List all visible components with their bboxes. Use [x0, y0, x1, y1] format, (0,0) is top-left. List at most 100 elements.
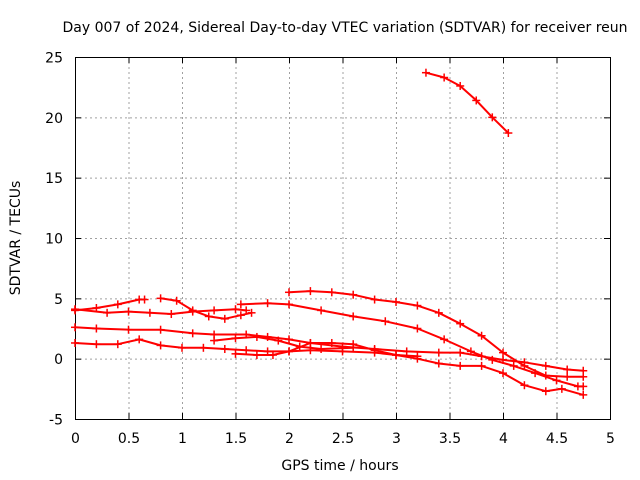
series-line: [74, 308, 248, 315]
y-tick-label: -5: [49, 413, 63, 429]
series-arc-4: [156, 294, 256, 323]
x-tick-labels: 0 0.5 1 1.5 2 2.5 3 3.5 4 4.5 5: [71, 431, 615, 447]
data-point: [317, 306, 326, 315]
y-axis-label: SDTVAR / TECUs: [8, 181, 24, 296]
y-tick-label: 15: [45, 171, 63, 187]
x-tick-label: 4.5: [546, 431, 568, 447]
series-arc-1: [421, 68, 513, 138]
data-point: [499, 348, 507, 357]
series-line: [74, 338, 585, 396]
y-tick-label: 10: [45, 232, 63, 248]
data-point: [370, 346, 379, 355]
data-point: [156, 294, 165, 303]
x-tick-label: 1: [178, 431, 187, 447]
data-point: [295, 342, 304, 351]
x-tick-label: 1.5: [225, 431, 247, 447]
data-point: [317, 345, 326, 354]
x-tick-label: 2.5: [332, 431, 354, 447]
data-point: [488, 113, 497, 122]
data-point: [579, 366, 588, 375]
data-point: [285, 335, 293, 344]
data-point: [263, 299, 272, 308]
y-tick-label: 20: [45, 111, 63, 127]
data-point: [242, 346, 251, 355]
data-point: [92, 340, 101, 349]
data-point: [71, 323, 79, 332]
axis-ticks: [75, 57, 611, 420]
data-point: [434, 359, 443, 368]
data-point: [349, 312, 358, 321]
data-point: [421, 68, 430, 77]
data-point: [349, 343, 358, 352]
data-point: [252, 351, 261, 360]
data-point: [563, 365, 572, 374]
x-tick-label: 0: [71, 431, 80, 447]
data-point: [504, 129, 513, 138]
series-arc-5: [236, 299, 588, 391]
data-point: [327, 338, 336, 347]
data-point: [440, 335, 449, 344]
data-point: [472, 96, 481, 105]
data-point: [327, 288, 336, 297]
series-line: [234, 342, 419, 358]
data-point: [124, 307, 133, 316]
data-point: [231, 349, 240, 358]
data-point: [140, 295, 149, 304]
data-point: [231, 305, 240, 314]
data-point: [188, 329, 197, 338]
data-point: [71, 305, 79, 314]
data-point: [236, 300, 245, 309]
x-tick-label: 4: [499, 431, 508, 447]
data-point: [434, 348, 443, 357]
data-point: [434, 308, 443, 317]
data-point: [92, 324, 101, 333]
data-point: [210, 336, 219, 345]
data-point: [499, 355, 507, 364]
data-point: [456, 348, 465, 357]
series-line: [74, 298, 146, 312]
data-point: [231, 334, 240, 343]
data-point: [210, 306, 219, 315]
y-tick-labels: -5 0 5 10 15 20 25: [45, 51, 63, 429]
data-point: [477, 331, 486, 340]
data-point: [172, 296, 181, 305]
data-point: [285, 300, 293, 309]
x-axis-label: GPS time / hours: [281, 458, 398, 474]
data-point: [552, 376, 561, 385]
data-point: [456, 361, 465, 370]
data-point: [520, 381, 529, 390]
data-point: [381, 317, 390, 326]
x-tick-label: 3.5: [439, 431, 461, 447]
data-point: [113, 340, 122, 349]
data-point: [477, 352, 486, 361]
data-point: [413, 324, 422, 333]
data-point: [103, 308, 112, 317]
series-line: [425, 71, 510, 134]
data-point: [156, 325, 165, 334]
data-point: [167, 310, 176, 319]
x-tick-label: 0.5: [118, 431, 140, 447]
series-group: [71, 68, 588, 399]
data-point: [509, 361, 518, 370]
data-point: [370, 295, 379, 304]
series-arc-10: [210, 332, 358, 354]
data-point: [285, 347, 293, 356]
data-point: [477, 361, 486, 370]
data-point: [413, 352, 422, 361]
data-point: [392, 351, 400, 360]
data-point: [392, 297, 400, 306]
data-point: [349, 290, 358, 299]
data-point: [456, 319, 465, 328]
data-point: [557, 384, 566, 393]
y-tick-label: 0: [54, 352, 63, 368]
data-point: [306, 338, 315, 347]
y-tick-label: 5: [54, 292, 63, 308]
data-point: [440, 73, 449, 82]
chart-title: Day 007 of 2024, Sidereal Day-to-day VTE…: [62, 20, 627, 36]
series-arc-8: [71, 335, 588, 399]
data-point: [220, 314, 229, 323]
data-point: [541, 387, 550, 396]
data-point: [135, 335, 144, 344]
data-point: [178, 343, 186, 352]
